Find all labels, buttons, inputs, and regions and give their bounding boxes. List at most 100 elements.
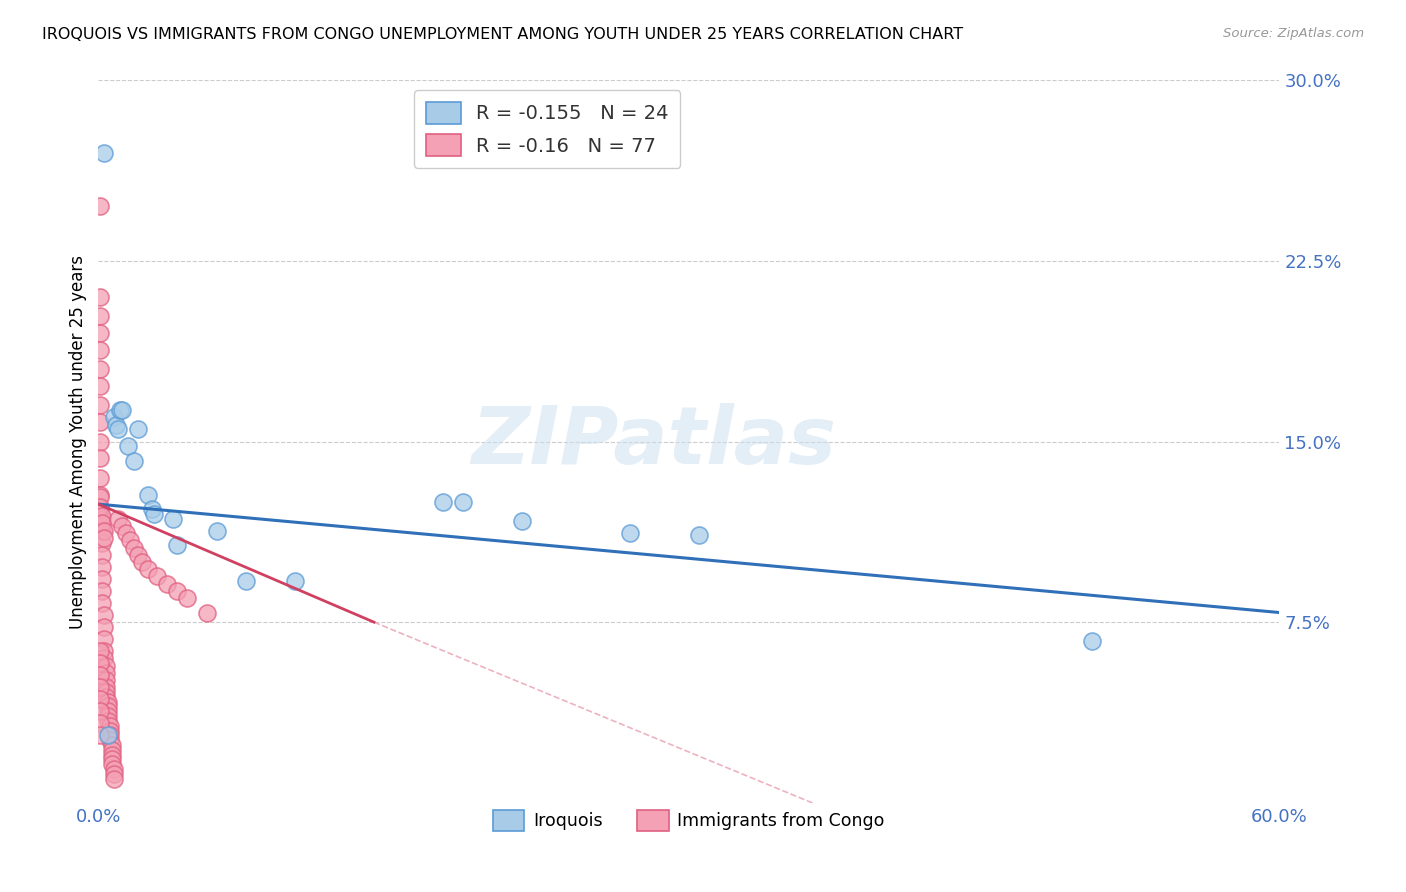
Point — [103, 767, 125, 781]
Point — [93, 632, 115, 646]
Point — [108, 403, 131, 417]
Point — [205, 524, 228, 538]
Point — [89, 680, 111, 694]
Point — [98, 719, 121, 733]
Point — [93, 644, 115, 658]
Y-axis label: Unemployment Among Youth under 25 years: Unemployment Among Youth under 25 years — [69, 254, 87, 629]
Point — [115, 526, 138, 541]
Point — [89, 487, 111, 501]
Point — [103, 410, 125, 425]
Point — [136, 562, 159, 576]
Point — [111, 518, 134, 533]
Point — [101, 752, 124, 766]
Point — [93, 607, 115, 622]
Point — [127, 422, 149, 436]
Point — [89, 668, 111, 682]
Point — [89, 728, 111, 742]
Text: Source: ZipAtlas.com: Source: ZipAtlas.com — [1223, 27, 1364, 40]
Point — [101, 743, 124, 757]
Point — [101, 757, 124, 772]
Point — [89, 379, 111, 393]
Point — [107, 422, 129, 436]
Point — [91, 583, 114, 598]
Point — [91, 548, 114, 562]
Point — [91, 572, 114, 586]
Point — [93, 145, 115, 160]
Point — [118, 533, 141, 548]
Text: IROQUOIS VS IMMIGRANTS FROM CONGO UNEMPLOYMENT AMONG YOUTH UNDER 25 YEARS CORREL: IROQUOIS VS IMMIGRANTS FROM CONGO UNEMPL… — [42, 27, 963, 42]
Point — [103, 772, 125, 786]
Point — [89, 451, 111, 466]
Point — [96, 685, 118, 699]
Point — [166, 538, 188, 552]
Point — [91, 559, 114, 574]
Point — [97, 699, 120, 714]
Point — [176, 591, 198, 605]
Point — [93, 524, 115, 538]
Point — [89, 326, 111, 340]
Point — [89, 198, 111, 212]
Point — [93, 651, 115, 665]
Point — [195, 606, 218, 620]
Point — [101, 747, 124, 762]
Point — [96, 665, 118, 680]
Point — [166, 583, 188, 598]
Point — [89, 704, 111, 718]
Point — [89, 415, 111, 429]
Point — [98, 728, 121, 742]
Point — [91, 516, 114, 531]
Point — [107, 511, 129, 525]
Point — [89, 490, 111, 504]
Point — [93, 620, 115, 634]
Point — [89, 500, 111, 514]
Point — [89, 692, 111, 706]
Point — [105, 417, 128, 432]
Point — [510, 514, 533, 528]
Point — [162, 511, 184, 525]
Point — [97, 695, 120, 709]
Point — [101, 738, 124, 752]
Point — [98, 723, 121, 738]
Point — [91, 524, 114, 538]
Point — [89, 343, 111, 357]
Point — [98, 733, 121, 747]
Point — [432, 494, 454, 508]
Point — [91, 535, 114, 549]
Text: ZIPatlas: ZIPatlas — [471, 402, 837, 481]
Point — [111, 403, 134, 417]
Point — [619, 526, 641, 541]
Point — [122, 454, 145, 468]
Point — [91, 509, 114, 524]
Point — [688, 528, 710, 542]
Point — [235, 574, 257, 589]
Point — [96, 690, 118, 704]
Point — [122, 541, 145, 555]
Point — [89, 470, 111, 484]
Point — [156, 576, 179, 591]
Point — [97, 714, 120, 728]
Point — [89, 398, 111, 412]
Point — [136, 487, 159, 501]
Point — [284, 574, 307, 589]
Point — [127, 548, 149, 562]
Point — [91, 511, 114, 525]
Point — [97, 728, 120, 742]
Point — [146, 569, 169, 583]
Point — [131, 555, 153, 569]
Point — [141, 502, 163, 516]
Point — [451, 494, 474, 508]
Point — [96, 673, 118, 687]
Point — [96, 658, 118, 673]
Point — [142, 507, 165, 521]
Point — [89, 656, 111, 670]
Point — [91, 596, 114, 610]
Point — [89, 644, 111, 658]
Point — [89, 362, 111, 376]
Point — [103, 762, 125, 776]
Point — [89, 716, 111, 731]
Point — [89, 290, 111, 304]
Point — [93, 531, 115, 545]
Point — [96, 680, 118, 694]
Point — [97, 704, 120, 718]
Legend: Iroquois, Immigrants from Congo: Iroquois, Immigrants from Congo — [486, 804, 891, 838]
